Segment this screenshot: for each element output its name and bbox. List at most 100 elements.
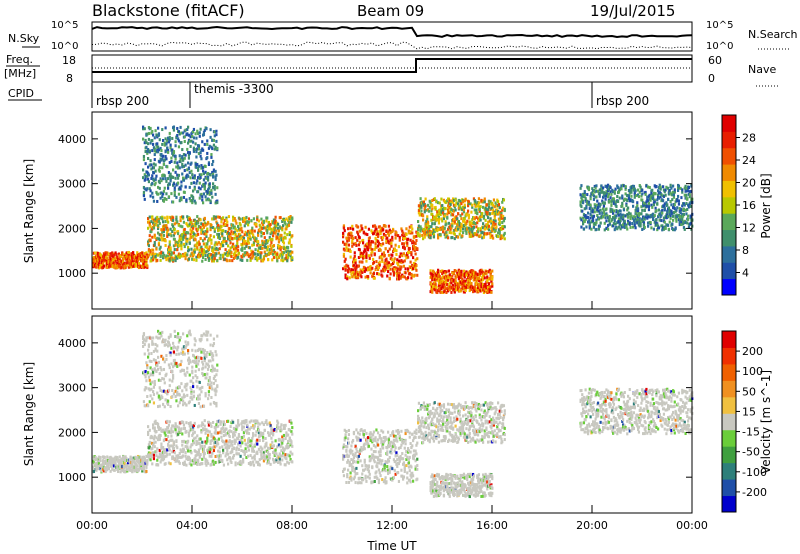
power-cell bbox=[279, 226, 282, 230]
power-cell bbox=[434, 282, 437, 286]
power-cell bbox=[201, 259, 204, 263]
power-cell bbox=[198, 181, 201, 185]
power-cell bbox=[602, 215, 605, 219]
power-cell bbox=[191, 173, 194, 177]
power-cell bbox=[458, 283, 461, 287]
power-cell bbox=[219, 253, 222, 257]
power-cell bbox=[589, 212, 592, 216]
power-cell bbox=[607, 187, 611, 191]
power-cell bbox=[177, 176, 180, 180]
velocity-cell bbox=[128, 466, 131, 470]
power-cell bbox=[457, 282, 460, 286]
power-cell bbox=[650, 193, 653, 197]
power-cell bbox=[491, 269, 494, 273]
power-cell bbox=[247, 220, 251, 224]
power-cell bbox=[196, 147, 199, 151]
power-cell bbox=[620, 187, 623, 191]
power-cell bbox=[278, 235, 281, 239]
power-cell bbox=[180, 180, 183, 184]
power-cell bbox=[270, 241, 273, 245]
power-cell bbox=[594, 222, 597, 226]
power-cell bbox=[397, 259, 401, 263]
power-cell bbox=[614, 222, 617, 226]
power-cell bbox=[372, 224, 375, 228]
power-cell bbox=[343, 248, 346, 252]
power-cell bbox=[466, 219, 469, 223]
power-cell bbox=[124, 262, 127, 266]
power-cell bbox=[638, 184, 641, 188]
power-cell bbox=[166, 215, 169, 219]
power-cell bbox=[217, 251, 221, 255]
power-cell bbox=[639, 224, 642, 228]
power-cell bbox=[145, 141, 148, 145]
power-cell bbox=[157, 227, 160, 231]
power-cell bbox=[234, 233, 237, 237]
power-cell bbox=[205, 250, 208, 254]
power-cell bbox=[475, 215, 478, 219]
power-cell bbox=[583, 192, 586, 196]
power-cell bbox=[491, 284, 494, 288]
velocity-cell bbox=[165, 451, 168, 455]
power-cell bbox=[387, 224, 391, 228]
power-cell bbox=[412, 239, 415, 243]
power-cell bbox=[247, 217, 251, 221]
power-cell bbox=[152, 178, 156, 182]
power-cell bbox=[633, 223, 636, 227]
power-cell bbox=[603, 228, 606, 232]
velocity-cell bbox=[147, 443, 151, 447]
power-cell bbox=[281, 255, 284, 259]
power-cell bbox=[347, 264, 350, 268]
power-cell bbox=[680, 222, 683, 226]
power-cell bbox=[580, 205, 583, 209]
power-cell bbox=[414, 267, 417, 271]
power-cell bbox=[411, 231, 414, 235]
velocity-cell bbox=[108, 458, 111, 462]
power-cell bbox=[186, 215, 189, 219]
velocity-cell bbox=[103, 455, 106, 459]
power-cell bbox=[399, 276, 402, 280]
power-cell bbox=[210, 188, 213, 192]
velocity-cell bbox=[167, 423, 171, 427]
power-cell bbox=[280, 233, 283, 237]
power-cell bbox=[590, 227, 593, 231]
power-cell bbox=[491, 282, 494, 286]
velocity-cell bbox=[162, 451, 166, 455]
power-cell bbox=[361, 227, 364, 231]
power-cell bbox=[672, 218, 675, 222]
power-cell bbox=[427, 226, 431, 230]
power-cell bbox=[212, 168, 216, 172]
power-cell bbox=[266, 241, 269, 245]
power-cell bbox=[492, 219, 496, 223]
power-cell bbox=[451, 224, 454, 228]
power-cell bbox=[207, 171, 210, 175]
power-cell bbox=[595, 189, 598, 193]
power-cell bbox=[204, 195, 207, 199]
power-cell bbox=[425, 222, 428, 226]
velocity-cell bbox=[97, 467, 100, 471]
power-cell bbox=[413, 235, 416, 239]
power-cell bbox=[167, 248, 171, 252]
power-cell bbox=[462, 205, 465, 209]
velocity-cell bbox=[122, 466, 126, 470]
power-cell bbox=[148, 221, 151, 225]
power-cell bbox=[167, 195, 171, 199]
power-cell bbox=[627, 196, 631, 200]
power-cell bbox=[666, 203, 669, 207]
power-cell bbox=[201, 228, 204, 232]
power-cell bbox=[127, 253, 131, 257]
power-cell bbox=[282, 241, 286, 245]
power-cell bbox=[362, 231, 366, 235]
power-cell bbox=[127, 261, 130, 265]
power-cell bbox=[645, 184, 648, 188]
power-cell bbox=[478, 287, 481, 291]
power-cell bbox=[192, 149, 196, 153]
power-cell bbox=[149, 251, 152, 255]
power-cell bbox=[162, 253, 166, 257]
power-cell bbox=[407, 231, 411, 235]
power-cell bbox=[615, 214, 618, 218]
velocity-cell bbox=[99, 459, 102, 463]
power-cell bbox=[473, 289, 476, 293]
power-cell bbox=[173, 222, 176, 226]
power-cell bbox=[663, 202, 666, 206]
power-cell bbox=[377, 244, 380, 248]
